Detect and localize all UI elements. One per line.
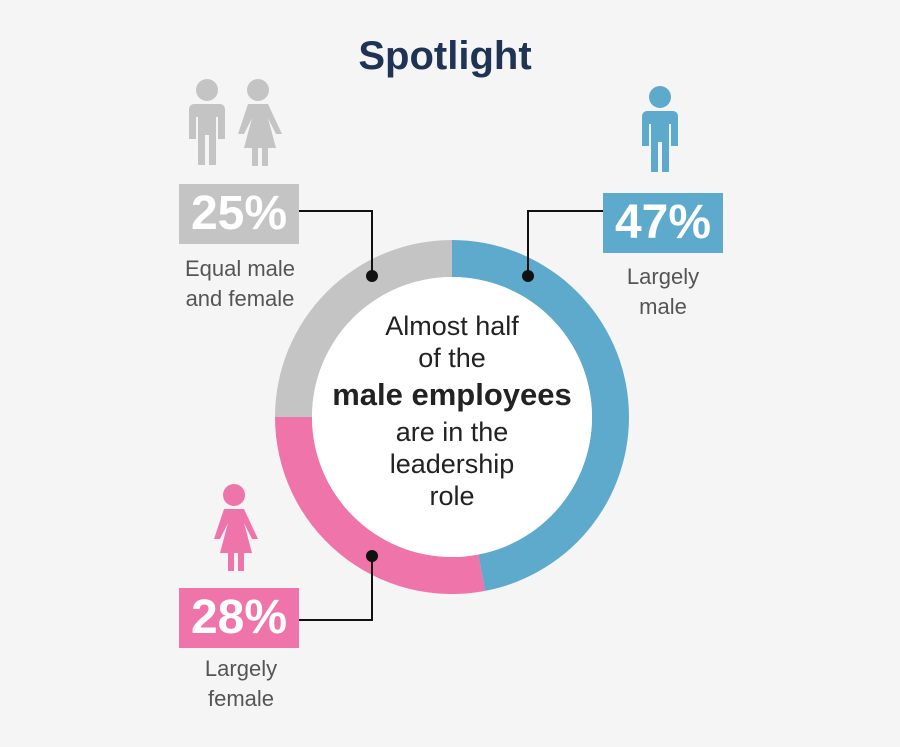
donut-slice-largely-female: [275, 417, 486, 595]
donut-slice-largely-male: [452, 240, 630, 591]
chart-title: Spotlight: [358, 34, 532, 78]
leader-line-equal: [298, 210, 373, 276]
leader-dot-female: [366, 550, 378, 562]
leader-dot-male: [522, 270, 534, 282]
caption-female-line-2: female: [207, 686, 275, 711]
caption-equal-line-1: Equal male: [184, 256, 296, 281]
caption-female-line-1: Largely: [204, 656, 278, 681]
caption-equal-line-2: and female: [185, 286, 295, 311]
donut-hole: [312, 277, 592, 557]
center-line-3: male employees: [332, 377, 572, 412]
caption-male: Largely male: [583, 262, 743, 322]
center-line-6: role: [429, 481, 475, 511]
man-and-woman-icon: [189, 79, 282, 166]
center-line-5: leadership: [389, 449, 515, 479]
caption-female: Largely female: [161, 654, 321, 714]
center-line-1: Almost half: [385, 311, 519, 341]
caption-male-line-2: male: [639, 294, 687, 319]
leader-dot-equal: [366, 270, 378, 282]
percent-box-equal: [179, 184, 299, 244]
caption-male-line-1: Largely: [626, 264, 700, 289]
woman-icon: [214, 484, 258, 571]
percent-label-equal: 25%: [190, 187, 288, 240]
center-line-4: are in the: [395, 417, 509, 447]
man-icon: [642, 86, 678, 172]
donut-slices: [275, 240, 630, 595]
leader-line-female: [298, 556, 373, 621]
percent-box-female: [179, 588, 299, 648]
percent-label-female: 28%: [190, 591, 288, 644]
center-line-2: of the: [418, 343, 486, 373]
donut-slice-equal-male-and-female: [275, 240, 452, 417]
center-message: Almost half of the male employees are in…: [310, 310, 594, 512]
caption-equal: Equal male and female: [150, 254, 330, 314]
leader-lines: [298, 210, 605, 621]
leader-line-male: [527, 210, 605, 276]
percent-box-male: [603, 193, 723, 253]
percent-label-male: 47%: [614, 196, 712, 249]
